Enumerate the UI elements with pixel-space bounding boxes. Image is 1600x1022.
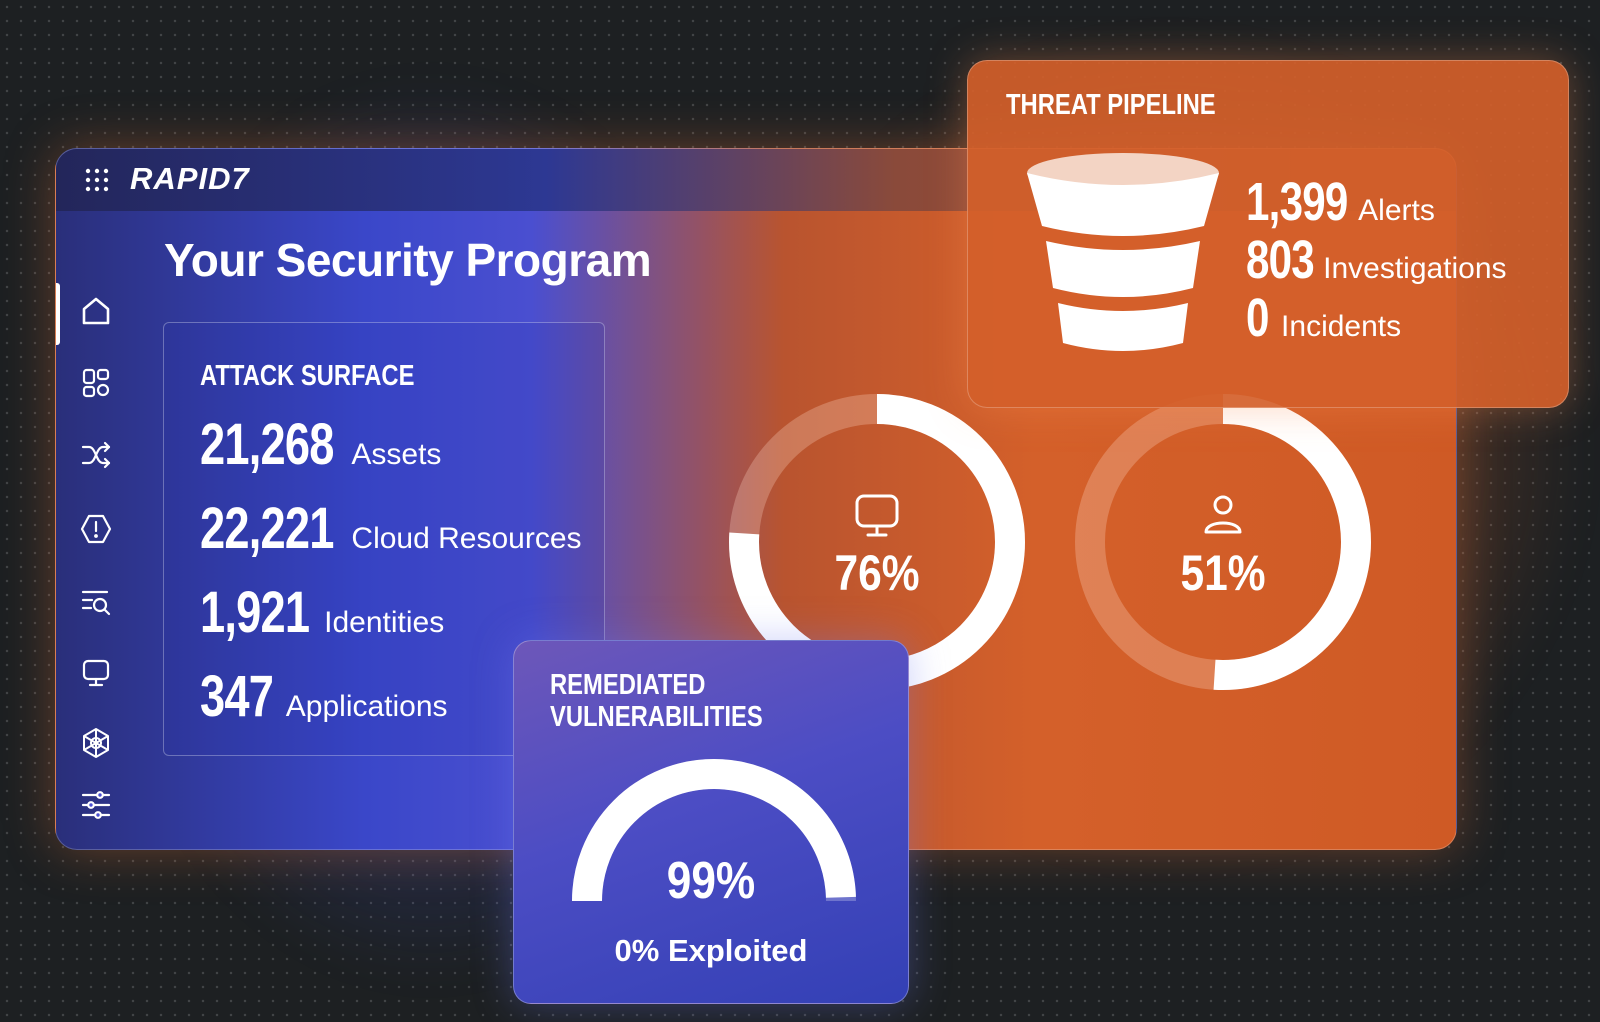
active-indicator — [56, 283, 60, 345]
exploited-subtext: 0% Exploited — [614, 933, 808, 968]
stat-label: Alerts — [1358, 194, 1435, 227]
app-launcher-icon[interactable] — [84, 167, 110, 193]
remediated-title-line2: VULNERABILITIES — [550, 701, 763, 733]
user-coverage-value: 51% — [1180, 545, 1266, 601]
remediated-title-line1: REMEDIATED — [550, 669, 706, 701]
stat-value: 21,268 — [200, 412, 334, 477]
sidebar-item-search[interactable] — [76, 581, 116, 621]
dashboard-grid-icon — [82, 368, 110, 398]
sidebar-item-dashboards[interactable] — [76, 363, 116, 403]
remediated-vulnerabilities-card[interactable]: REMEDIATED VULNERABILITIES 99% 0% Exploi… — [513, 640, 909, 1004]
user-icon — [1204, 495, 1242, 534]
sidebar-item-assets[interactable] — [76, 653, 116, 693]
network-hub-icon — [83, 728, 109, 758]
stat-investigations: 803 Investigations — [1246, 229, 1507, 291]
sliders-icon — [81, 791, 111, 819]
sidebar — [56, 211, 146, 849]
sidebar-item-home[interactable] — [76, 291, 116, 331]
page-title: Your Security Program — [164, 234, 652, 286]
remediation-gauge — [572, 759, 856, 902]
stat-label: Applications — [285, 690, 448, 723]
stat-label: Cloud Resources — [351, 522, 582, 555]
threat-pipeline-card[interactable]: THREAT PIPELINE 1,399 Alerts 803 Investiga… — [967, 60, 1569, 408]
stat-value: 347 — [200, 664, 274, 729]
attack-surface-title: ATTACK SURFACE — [200, 360, 415, 392]
stat-label: Incidents — [1281, 310, 1402, 343]
funnel-icon — [1027, 153, 1219, 351]
device-coverage-value: 76% — [834, 545, 920, 601]
monitor-icon — [82, 659, 110, 687]
stat-value: 22,221 — [200, 496, 334, 561]
sidebar-item-alerts[interactable] — [76, 509, 116, 549]
stat-label: Assets — [351, 438, 442, 471]
sidebar-item-workflows[interactable] — [76, 435, 116, 475]
donut-chart — [1075, 394, 1371, 690]
gauge-progress-arc — [572, 759, 856, 902]
stat-assets: 21,268 Assets — [200, 411, 441, 478]
monitor-icon — [855, 494, 899, 537]
stat-alerts: 1,399 Alerts — [1246, 171, 1435, 233]
sidebar-item-integrations[interactable] — [76, 723, 116, 763]
list-search-icon — [81, 590, 111, 616]
stat-value: 1,921 — [200, 580, 310, 645]
alert-shield-icon — [80, 514, 112, 544]
remediated-value: 99% — [666, 852, 756, 910]
remediated-title: REMEDIATED VULNERABILITIES — [550, 669, 763, 733]
rapid7-logo[interactable]: RAPID7 — [130, 161, 250, 196]
stat-incidents: 0 Incidents — [1246, 287, 1401, 349]
home-icon — [82, 297, 110, 325]
stat-value: 803 — [1246, 230, 1315, 290]
stat-label: Identities — [324, 606, 445, 639]
sidebar-item-settings[interactable] — [76, 785, 116, 825]
stat-cloud-resources: 22,221 Cloud Resources — [200, 495, 582, 562]
user-coverage-donut[interactable]: 51% — [1073, 392, 1373, 692]
stat-applications: 347 Applications — [200, 663, 448, 730]
stat-label: Investigations — [1323, 252, 1507, 285]
donut-progress-arc — [1075, 394, 1371, 690]
stat-value: 0 — [1246, 288, 1269, 348]
threat-pipeline-title: THREAT PIPELINE — [1006, 89, 1216, 121]
stat-value: 1,399 — [1246, 172, 1348, 232]
shuffle-icon — [81, 441, 111, 469]
stat-identities: 1,921 Identities — [200, 579, 444, 646]
